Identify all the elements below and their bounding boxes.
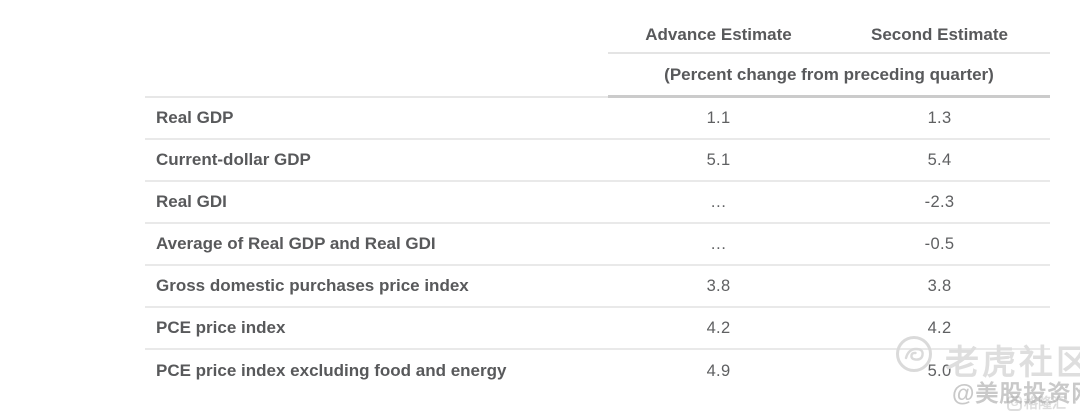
row-label: Average of Real GDP and Real GDI — [156, 234, 436, 253]
table-subtitle-row: (Percent change from preceding quarter) — [145, 54, 1050, 98]
row-label: Real GDP — [156, 108, 234, 127]
table-body: Real GDP 1.1 1.3 Current-dollar GDP 5.1 … — [145, 98, 1050, 392]
table-row: PCE price index excluding food and energ… — [145, 350, 1050, 392]
table-row: Real GDP 1.1 1.3 — [145, 98, 1050, 140]
corner-logo-icon: G — [1007, 395, 1022, 411]
second-estimate-value: 4.2 — [927, 318, 952, 337]
advance-estimate-value: 4.9 — [706, 361, 731, 380]
table-row: PCE price index 4.2 4.2 — [145, 308, 1050, 350]
advance-estimate-value: 3.8 — [706, 276, 731, 295]
corner-logo-watermark: G 格隆汇 — [1007, 393, 1066, 413]
second-estimate-value: 1.3 — [927, 108, 952, 127]
advance-estimate-value: … — [710, 192, 727, 211]
advance-estimate-value: 1.1 — [706, 108, 731, 127]
table-header-row: Advance Estimate Second Estimate — [145, 17, 1050, 54]
row-label: Real GDI — [156, 192, 227, 211]
advance-estimate-value: … — [710, 234, 727, 253]
table-subtitle: (Percent change from preceding quarter) — [608, 54, 1050, 98]
table-row: Current-dollar GDP 5.1 5.4 — [145, 140, 1050, 182]
column-header-second-estimate: Second Estimate — [871, 24, 1008, 44]
row-label: Gross domestic purchases price index — [156, 276, 469, 295]
row-label: PCE price index excluding food and energ… — [156, 361, 507, 380]
advance-estimate-value: 4.2 — [706, 318, 731, 337]
table-row: Real GDI … -2.3 — [145, 182, 1050, 224]
row-label: Current-dollar GDP — [156, 150, 311, 169]
corner-logo-text: 格隆汇 — [1024, 395, 1066, 411]
second-estimate-value: -0.5 — [924, 234, 955, 253]
table-row: Average of Real GDP and Real GDI … -0.5 — [145, 224, 1050, 266]
column-header-advance-estimate: Advance Estimate — [645, 24, 792, 44]
subtitle-spacer — [145, 54, 608, 98]
second-estimate-value: 5.4 — [927, 150, 952, 169]
table-row: Gross domestic purchases price index 3.8… — [145, 266, 1050, 308]
advance-estimate-value: 5.1 — [706, 150, 731, 169]
header-spacer — [145, 17, 608, 54]
second-estimate-value: 5.0 — [927, 361, 952, 380]
header-columns: Advance Estimate Second Estimate — [608, 17, 1050, 54]
row-label: PCE price index — [156, 318, 286, 337]
second-estimate-value: 3.8 — [927, 276, 952, 295]
second-estimate-value: -2.3 — [924, 192, 955, 211]
estimates-table: Advance Estimate Second Estimate (Percen… — [145, 17, 1050, 392]
